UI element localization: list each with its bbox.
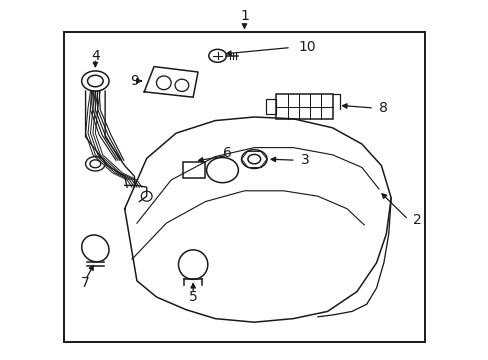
Text: 1: 1	[240, 9, 248, 23]
Text: 4: 4	[91, 49, 100, 63]
Text: 7: 7	[81, 276, 90, 289]
Text: 5: 5	[188, 290, 197, 304]
Text: 8: 8	[378, 101, 387, 115]
Text: 3: 3	[300, 153, 309, 167]
Text: 10: 10	[298, 40, 315, 54]
Text: 6: 6	[223, 146, 231, 160]
Bar	[276, 94, 332, 119]
Bar	[265, 99, 276, 114]
Text: 2: 2	[412, 213, 421, 226]
Text: 9: 9	[130, 74, 139, 88]
Bar	[63, 32, 425, 342]
Bar	[183, 162, 205, 178]
